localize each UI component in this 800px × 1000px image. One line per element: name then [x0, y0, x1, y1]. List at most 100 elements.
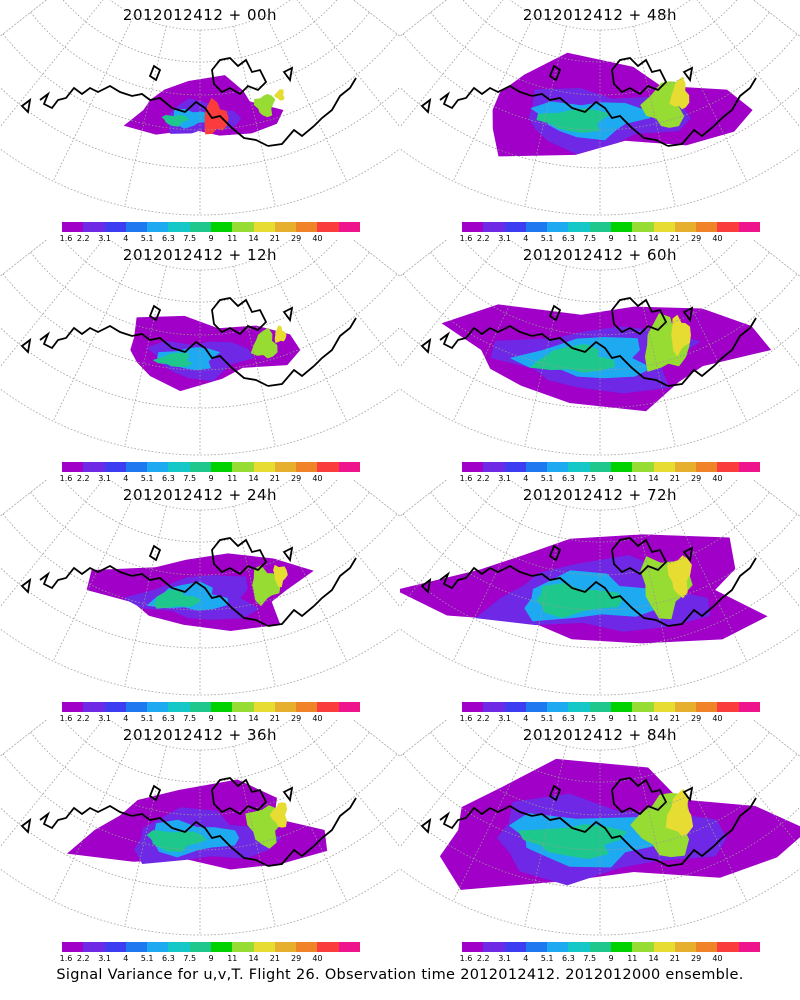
latitude-line — [402, 513, 798, 611]
colorbar-swatch — [62, 222, 84, 232]
meridian-line — [400, 240, 448, 277]
latitude-line — [430, 732, 770, 816]
variance-field — [66, 779, 328, 870]
colorbar-swatch — [610, 462, 633, 472]
latitude-line — [30, 252, 370, 336]
colorbar-swatch — [610, 702, 633, 712]
meridian-line — [665, 254, 748, 422]
colorbar-tick-label: 21 — [669, 234, 680, 243]
meridian-line — [296, 0, 400, 128]
map-panel: 2012012412 + 24h 1.6 2.2 3.1 4 5.1 6.3 7.5 9 11 14… — [0, 480, 400, 725]
meridian-line — [265, 254, 348, 422]
colorbar-tick-label: 6.3 — [162, 474, 175, 483]
variance-contour — [669, 76, 690, 110]
colorbar-tick-label: 4 — [123, 474, 129, 483]
colorbar-swatch — [232, 462, 254, 472]
colorbar-tick-label: 9 — [608, 474, 614, 483]
colorbar-swatch — [317, 462, 339, 472]
colorbar-tick-label: 14 — [648, 714, 659, 723]
variance-contour — [274, 89, 285, 101]
meridian-line — [0, 720, 48, 757]
polar-map — [0, 720, 400, 936]
colorbar-swatch — [147, 462, 169, 472]
colorbar-swatch — [274, 462, 297, 472]
colorbar-tick-label: 1.6 — [459, 714, 473, 723]
colorbar-tick-label: 3.1 — [98, 954, 111, 963]
colorbar-tick-label: 40 — [712, 714, 723, 723]
meridian-line — [524, 746, 567, 927]
colorbar-tick-label: 40 — [712, 474, 723, 483]
colorbar-tick-label: 5.1 — [540, 234, 554, 243]
colorbar — [62, 222, 360, 232]
colorbar-tick-label: 21 — [269, 234, 280, 243]
colorbar-tick-label: 9 — [608, 714, 614, 723]
coastline — [20, 57, 357, 147]
colorbar — [62, 702, 360, 712]
colorbar-swatch — [674, 222, 697, 232]
coastline — [420, 297, 757, 387]
variance-contour — [250, 327, 278, 359]
colorbar-swatch — [653, 222, 675, 232]
panel-title: 2012012412 + 36h — [122, 726, 278, 744]
meridian-line — [233, 26, 276, 207]
coastline-path — [682, 306, 694, 323]
meridian-line — [124, 506, 167, 687]
coastline-path — [211, 537, 268, 576]
colorbar-tick-label: 1.6 — [459, 474, 473, 483]
colorbar-swatch — [462, 222, 484, 232]
meridian-line — [452, 254, 535, 422]
latitude-line — [402, 33, 798, 131]
colorbar-tick-label: 11 — [627, 234, 638, 243]
colorbar-tick-label: 2.2 — [476, 714, 490, 723]
colorbar-swatch — [674, 942, 697, 952]
colorbar-tick-label: 5.1 — [140, 954, 154, 963]
colorbar-tick-label: 6.3 — [562, 234, 575, 243]
variance-contour — [536, 583, 623, 619]
colorbar-labels: 1.6 2.2 3.1 4 5.1 6.3 7.5 9 11 14 21 29 40 — [60, 234, 360, 246]
colorbar-tick-label: 7.5 — [183, 234, 197, 243]
colorbar-tick-label: 7.5 — [583, 474, 597, 483]
latitude-line — [109, 720, 291, 751]
colorbar-swatch — [653, 462, 675, 472]
colorbar-tick-label: 5.1 — [140, 714, 154, 723]
colorbar-tick-label: 9 — [608, 234, 614, 243]
coastline-path — [548, 784, 562, 802]
colorbar-swatch — [232, 222, 254, 232]
colorbar-swatch — [338, 942, 360, 952]
colorbar-swatch — [83, 942, 105, 952]
colorbar-tick-label: 4 — [123, 714, 129, 723]
coastline-path — [282, 306, 294, 323]
variance-field — [492, 52, 753, 157]
coastline-path — [420, 577, 432, 594]
coastline-path — [211, 297, 268, 336]
colorbar-tick-label: 3.1 — [98, 234, 111, 243]
coastline-path — [148, 784, 162, 802]
figure-caption: Signal Variance for u,v,T. Flight 26. Ob… — [56, 967, 744, 983]
colorbar-swatch — [483, 462, 505, 472]
coastline-path — [667, 317, 757, 387]
colorbar-tick-label: 5.1 — [140, 474, 154, 483]
graticule — [0, 240, 400, 456]
coastline — [420, 777, 757, 867]
map-boundary — [0, 720, 400, 936]
coastline-path — [39, 324, 269, 387]
colorbar-tick-label: 40 — [312, 714, 323, 723]
colorbar-tick-label: 11 — [227, 234, 238, 243]
colorbar-tick-label: 2.2 — [476, 234, 490, 243]
meridian-line — [233, 266, 276, 447]
variance-contour — [274, 325, 287, 344]
meridian-line — [265, 14, 348, 182]
coastline-path — [20, 97, 32, 114]
meridian-line — [633, 506, 676, 687]
colorbar-swatch — [696, 942, 718, 952]
coastline-path — [267, 77, 357, 147]
coastline-path — [39, 564, 269, 627]
colorbar-swatch — [168, 942, 190, 952]
map-boundary — [400, 720, 800, 936]
colorbar-tick-label: 21 — [669, 954, 680, 963]
map-panel: 2012012412 + 36h 1.6 2.2 3.1 4 5.1 6.3 7.5 9 11 14… — [0, 720, 400, 965]
colorbar-labels: 1.6 2.2 3.1 4 5.1 6.3 7.5 9 11 14 21 29 40 — [459, 714, 760, 726]
panel-title: 2012012412 + 24h — [122, 486, 278, 504]
colorbar-tick-label: 14 — [648, 234, 659, 243]
latitude-line — [30, 12, 370, 96]
